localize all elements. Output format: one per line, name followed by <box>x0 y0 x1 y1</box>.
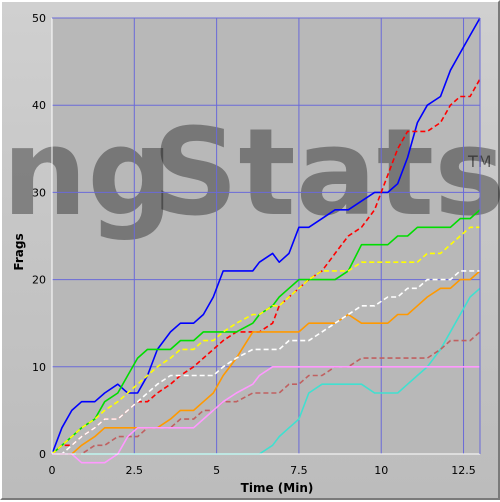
y-axis-label: Frags <box>12 233 26 270</box>
x-tick-label: 5 <box>213 464 220 477</box>
x-tick-label: 0 <box>49 464 56 477</box>
x-tick-label: 10 <box>374 464 388 477</box>
y-tick-label: 20 <box>32 274 46 287</box>
y-tick-label: 50 <box>32 12 46 25</box>
x-tick-label: 12.5 <box>451 464 476 477</box>
series-lines <box>51 17 481 464</box>
axes <box>51 17 481 455</box>
y-tick-labels: 0 10 20 30 40 50 <box>32 12 46 461</box>
series-line-1 <box>51 17 481 455</box>
x-tick-label: 2.5 <box>126 464 144 477</box>
ngstats-watermark: ng Stats TM <box>2 104 500 243</box>
y-tick-label: 30 <box>32 186 46 199</box>
series-line-6 <box>52 270 480 455</box>
series-line-9 <box>52 365 480 464</box>
watermark-ng: ng <box>2 104 173 243</box>
x-tick-label: 7.5 <box>290 464 308 477</box>
watermark-stats: Stats <box>152 104 500 243</box>
y-tick-label: 10 <box>32 361 46 374</box>
series-line-5 <box>52 270 481 455</box>
y-tick-label: 0 <box>39 448 46 461</box>
watermark-tm: TM <box>467 152 492 171</box>
series-line-8 <box>52 331 481 455</box>
x-axis-label: Time (Min) <box>241 481 314 495</box>
series-line-4 <box>51 226 480 455</box>
y-tick-label: 40 <box>32 99 46 112</box>
x-tick-labels: 0 2.5 5 7.5 10 12.5 <box>49 464 476 477</box>
